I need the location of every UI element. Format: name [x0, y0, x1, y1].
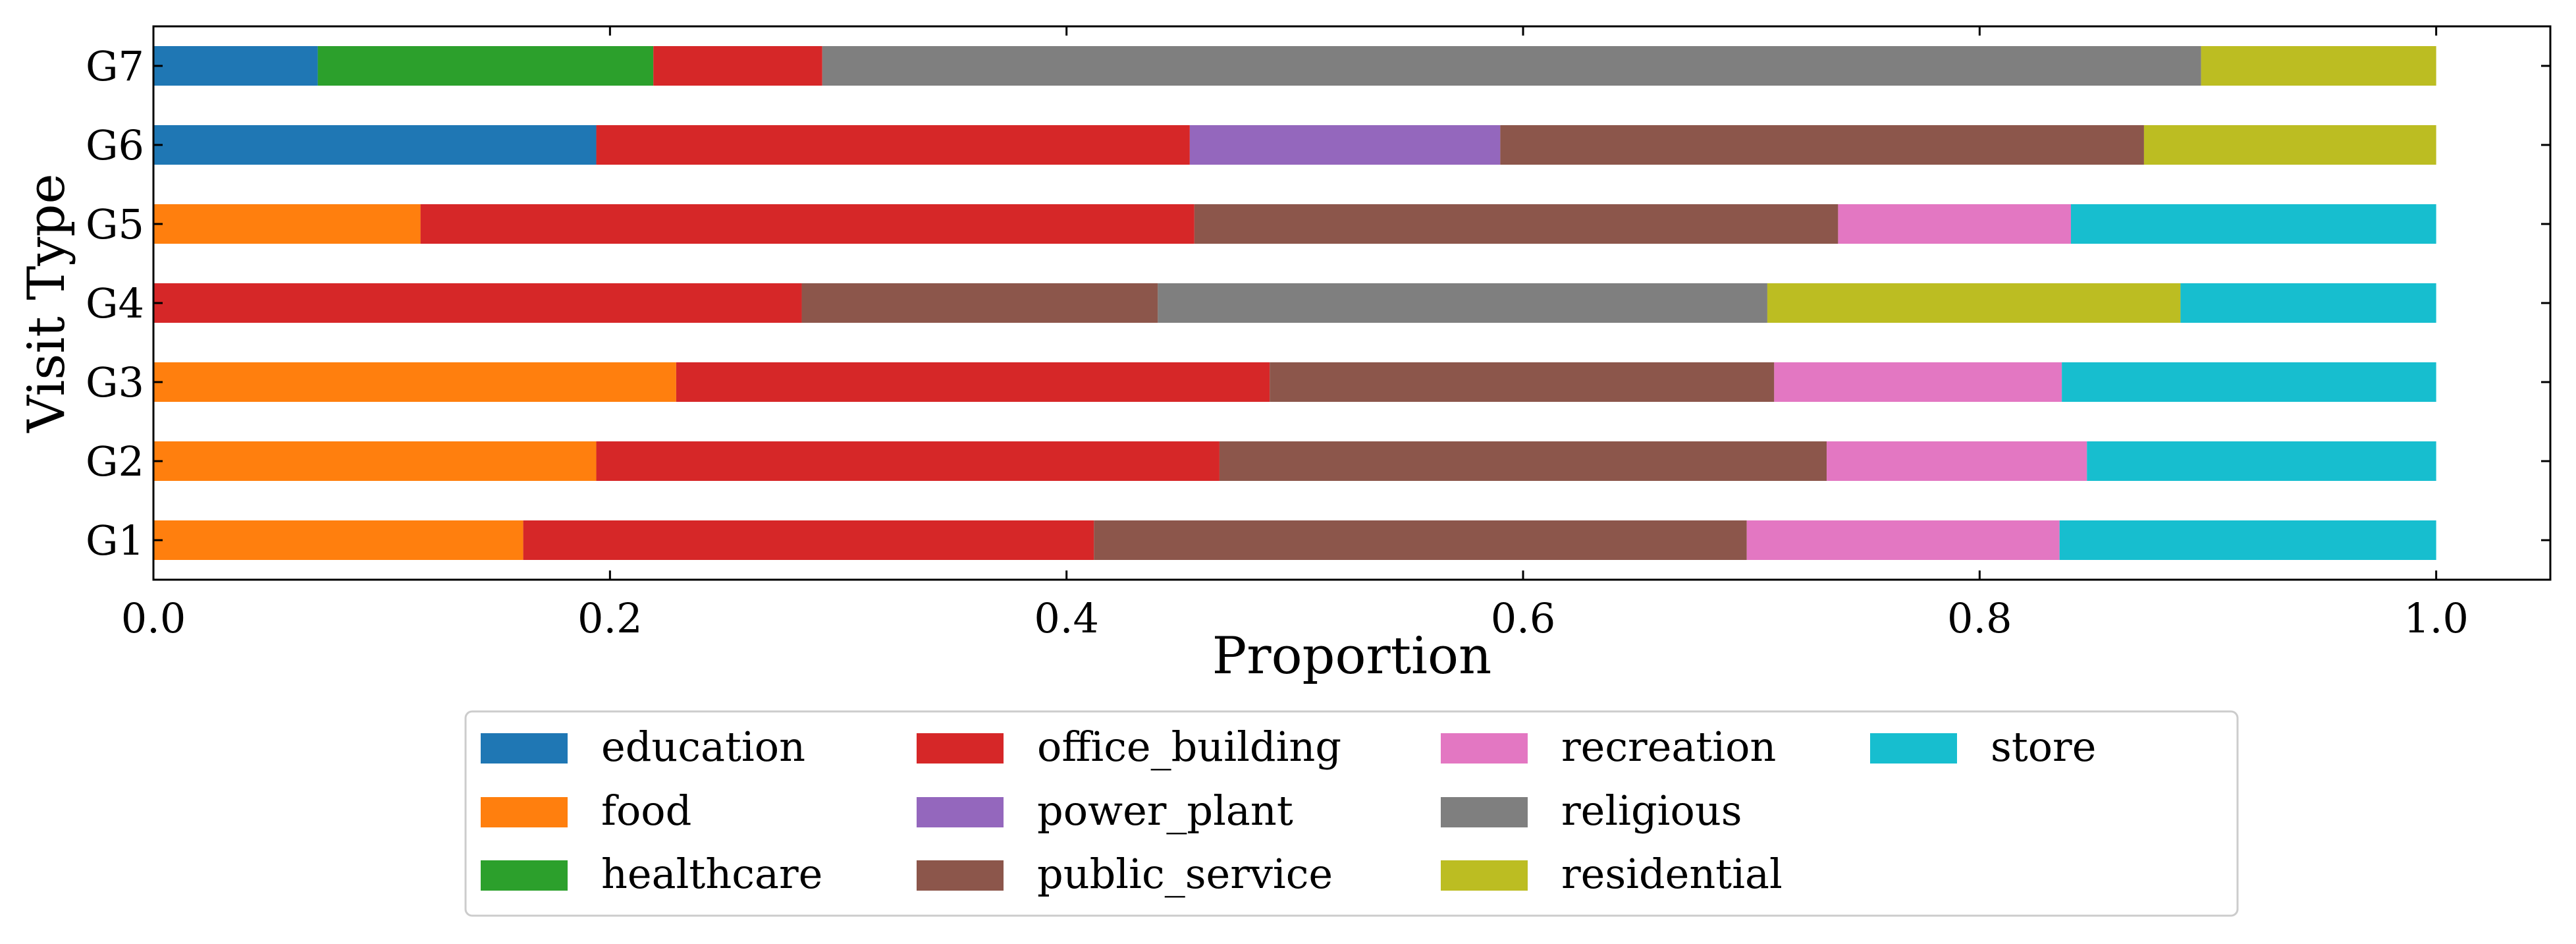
- bar-G7-education: [153, 46, 318, 86]
- x-tick-label: 0.8: [1947, 594, 2012, 642]
- bar-G3-food: [153, 362, 676, 402]
- x-tick-label: 0.4: [1034, 594, 1099, 642]
- bar-G6-power_plant: [1189, 125, 1501, 165]
- y-axis-label: Visit Type: [17, 173, 76, 433]
- legend-swatch-office_building: [917, 733, 1004, 764]
- bar-G6-education: [153, 125, 597, 165]
- legend-label-store: store: [1991, 723, 2096, 771]
- legend-label-power_plant: power_plant: [1037, 787, 1293, 835]
- y-tick-label: G5: [86, 200, 144, 248]
- bar-G4-public_service: [801, 283, 1158, 323]
- y-tick-label: G7: [86, 42, 144, 90]
- y-tick-label: G2: [86, 437, 144, 486]
- bars-layer: [153, 46, 2436, 560]
- bar-G3-public_service: [1270, 362, 1775, 402]
- legend-label-office_building: office_building: [1037, 723, 1341, 771]
- bar-G5-store: [2071, 204, 2436, 244]
- legend-frame: [464, 710, 2239, 917]
- bar-G3-office_building: [676, 362, 1270, 402]
- x-axis: 0.0 0.2 0.4 0.6 0.8 1.0: [121, 26, 2469, 642]
- bar-G1-store: [2059, 520, 2436, 560]
- bar-G2-office_building: [596, 441, 1220, 481]
- legend-swatch-religious: [1441, 797, 1528, 827]
- legend-swatch-store: [1870, 733, 1957, 764]
- bar-G1-recreation: [1746, 520, 2060, 560]
- legend-swatch-public_service: [917, 860, 1004, 891]
- bar-G5-food: [153, 204, 421, 244]
- legend-swatch-food: [481, 797, 568, 827]
- bar-G6-office_building: [596, 125, 1190, 165]
- bar-G5-recreation: [1838, 204, 2071, 244]
- bar-G5-office_building: [420, 204, 1194, 244]
- x-tick-label: 1.0: [2403, 594, 2469, 642]
- bar-G2-recreation: [1827, 441, 2087, 481]
- bar-G2-store: [2087, 441, 2436, 481]
- bar-G2-food: [153, 441, 597, 481]
- bar-G1-office_building: [523, 520, 1094, 560]
- bar-G4-office_building: [153, 283, 802, 323]
- legend-swatch-recreation: [1441, 733, 1528, 764]
- bar-G3-store: [2062, 362, 2436, 402]
- bar-G6-residential: [2143, 125, 2436, 165]
- bar-G1-food: [153, 520, 523, 560]
- legend-label-recreation: recreation: [1561, 723, 1776, 771]
- legend-label-religious: religious: [1561, 787, 1742, 835]
- legend-label-healthcare: healthcare: [601, 850, 822, 898]
- legend-swatch-healthcare: [481, 860, 568, 891]
- y-tick-label: G3: [86, 358, 144, 406]
- x-tick-label: 0.2: [577, 594, 643, 642]
- legend-label-food: food: [601, 787, 691, 835]
- bar-G7-office_building: [653, 46, 822, 86]
- legend-label-residential: residential: [1561, 850, 1783, 898]
- bar-G3-recreation: [1774, 362, 2062, 402]
- bar-G4-store: [2180, 283, 2436, 323]
- legend-label-public_service: public_service: [1037, 850, 1333, 898]
- y-tick-label: G1: [86, 516, 144, 565]
- legend: education food healthcare office_buildingpo…: [464, 710, 2239, 917]
- legend-label-education: education: [601, 723, 805, 771]
- bar-G1-public_service: [1094, 520, 1747, 560]
- legend-swatch-residential: [1441, 860, 1528, 891]
- y-tick-label: G6: [86, 121, 144, 169]
- bar-G7-religious: [822, 46, 2201, 86]
- y-tick-label: G4: [86, 279, 144, 327]
- bar-G4-residential: [1767, 283, 2181, 323]
- x-axis-label: Proportion: [1212, 626, 1491, 686]
- bar-G7-healthcare: [317, 46, 654, 86]
- bar-G7-residential: [2201, 46, 2436, 86]
- bar-G2-public_service: [1219, 441, 1827, 481]
- x-tick-label: 0.6: [1491, 594, 1556, 642]
- legend-swatch-power_plant: [917, 797, 1004, 827]
- bar-G5-public_service: [1194, 204, 1838, 244]
- bar-G6-public_service: [1500, 125, 2144, 165]
- bar-G4-religious: [1158, 283, 1767, 323]
- x-tick-label: 0.0: [121, 594, 186, 642]
- y-axis: G1 G2 G3 G4 G5 G6 G7: [86, 42, 2550, 565]
- legend-swatch-education: [481, 733, 568, 764]
